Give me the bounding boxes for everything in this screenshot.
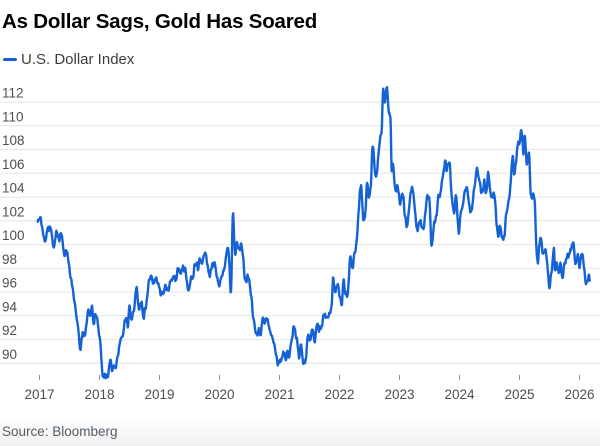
svg-text:94: 94 [2, 299, 18, 314]
svg-text:100: 100 [2, 228, 25, 243]
svg-text:102: 102 [2, 204, 25, 219]
svg-text:92: 92 [2, 323, 17, 338]
svg-text:2024: 2024 [444, 387, 475, 402]
svg-text:2019: 2019 [144, 387, 174, 402]
svg-text:2021: 2021 [264, 387, 294, 402]
svg-text:108: 108 [2, 133, 25, 148]
svg-text:2020: 2020 [204, 387, 234, 402]
svg-text:2025: 2025 [504, 387, 534, 402]
svg-text:98: 98 [2, 252, 17, 267]
svg-text:2017: 2017 [24, 387, 54, 402]
svg-text:2022: 2022 [324, 387, 354, 402]
svg-text:112: 112 [2, 86, 24, 101]
svg-text:2023: 2023 [384, 387, 414, 402]
svg-text:104: 104 [2, 181, 25, 196]
svg-text:110: 110 [2, 109, 24, 124]
svg-text:96: 96 [2, 276, 17, 291]
svg-text:90: 90 [2, 347, 17, 362]
svg-text:2026: 2026 [564, 387, 594, 402]
svg-text:106: 106 [2, 157, 25, 172]
svg-text:2018: 2018 [84, 387, 114, 402]
